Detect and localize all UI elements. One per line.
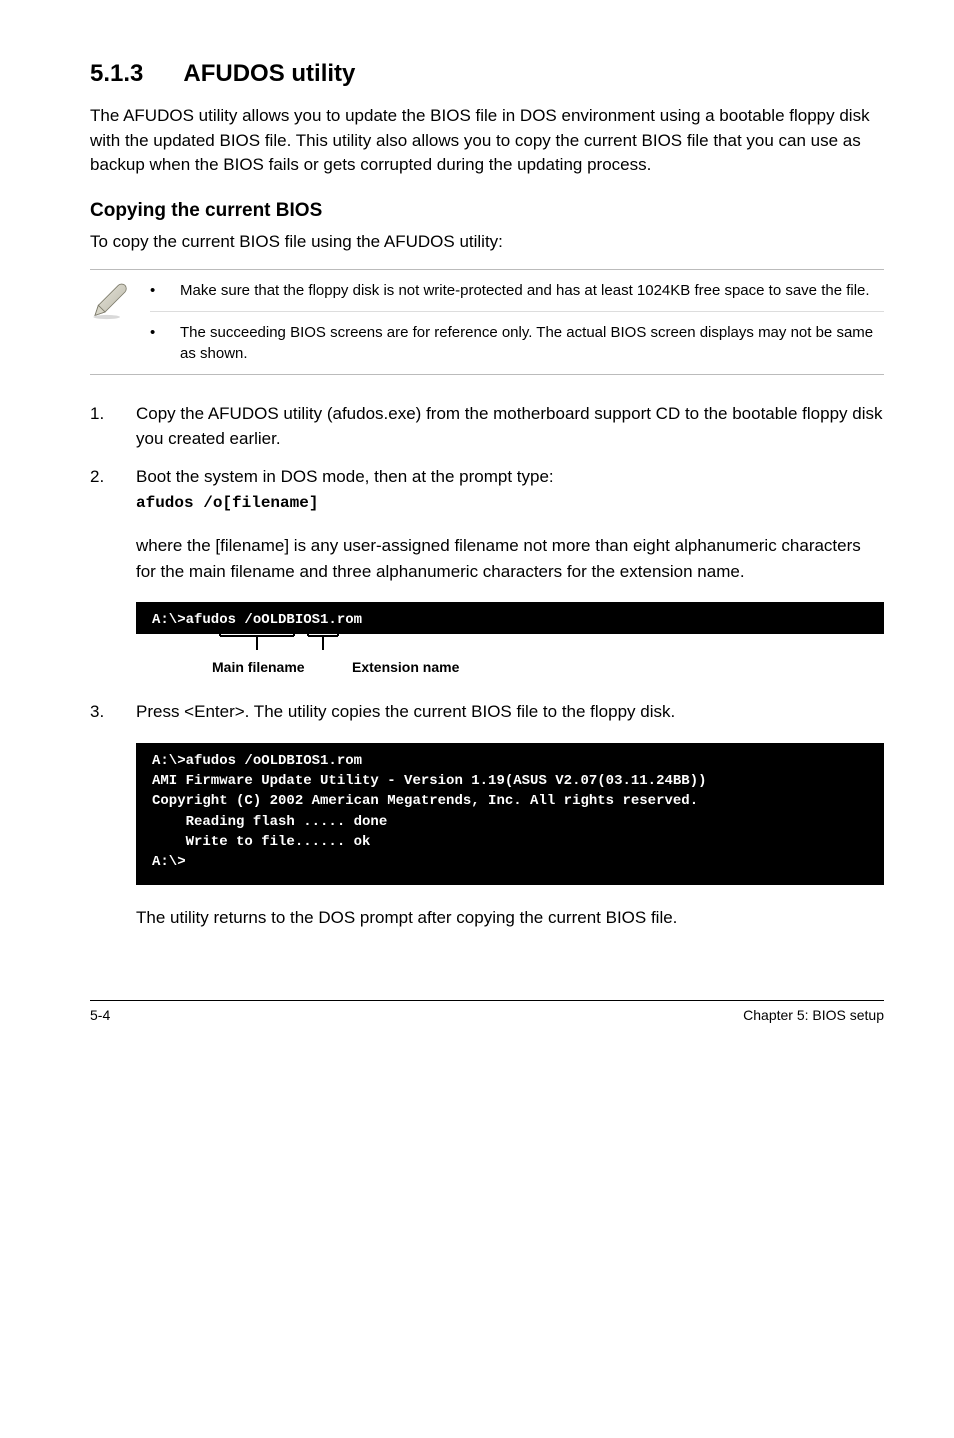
step-text: Copy the AFUDOS utility (afudos.exe) fro… [136,401,884,452]
bullet-icon: • [150,322,180,364]
step-text: Boot the system in DOS mode, then at the… [136,467,554,486]
note-list: • Make sure that the floppy disk is not … [150,270,884,374]
note-item: • Make sure that the floppy disk is not … [150,270,884,311]
steps-list: Copy the AFUDOS utility (afudos.exe) fro… [90,401,884,516]
section-title-text: AFUDOS utility [183,60,355,87]
bullet-icon: • [150,280,180,301]
chapter-label: Chapter 5: BIOS setup [743,1007,884,1023]
note-item: • The succeeding BIOS screens are for re… [150,312,884,374]
closing-paragraph: The utility returns to the DOS prompt af… [136,905,884,931]
subheading-copying: Copying the current BIOS [90,200,884,222]
pencil-note-icon [90,270,150,327]
subhead-body: To copy the current BIOS file using the … [90,230,884,255]
step-item: Copy the AFUDOS utility (afudos.exe) fro… [90,401,884,452]
main-filename-label: Main filename [212,659,352,675]
page-footer: 5-4 Chapter 5: BIOS setup [90,1000,884,1023]
page: 5.1.3 AFUDOS utility The AFUDOS utility a… [0,0,954,1053]
note-box: • Make sure that the floppy disk is not … [90,269,884,375]
filename-explanation: where the [filename] is any user-assigne… [136,533,884,584]
step-text: Press <Enter>. The utility copies the cu… [136,699,884,725]
step-item: Boot the system in DOS mode, then at the… [90,464,884,516]
filename-labels: Main filename Extension name [136,659,884,675]
note-text: Make sure that the floppy disk is not wr… [180,280,870,301]
extension-name-label: Extension name [352,659,459,675]
command-text: afudos /o[filename] [136,491,884,515]
page-number: 5-4 [90,1007,110,1023]
section-heading: 5.1.3 AFUDOS utility [90,60,884,88]
intro-paragraph: The AFUDOS utility allows you to update … [90,104,884,178]
terminal-output: A:\>afudos /oOLDBIOS1.rom AMI Firmware U… [136,743,884,885]
step-item: Press <Enter>. The utility copies the cu… [90,699,884,725]
section-number: 5.1.3 [90,60,143,88]
bracket-diagram [152,628,884,661]
steps-list-continued: Press <Enter>. The utility copies the cu… [90,699,884,725]
note-text: The succeeding BIOS screens are for refe… [180,322,880,364]
